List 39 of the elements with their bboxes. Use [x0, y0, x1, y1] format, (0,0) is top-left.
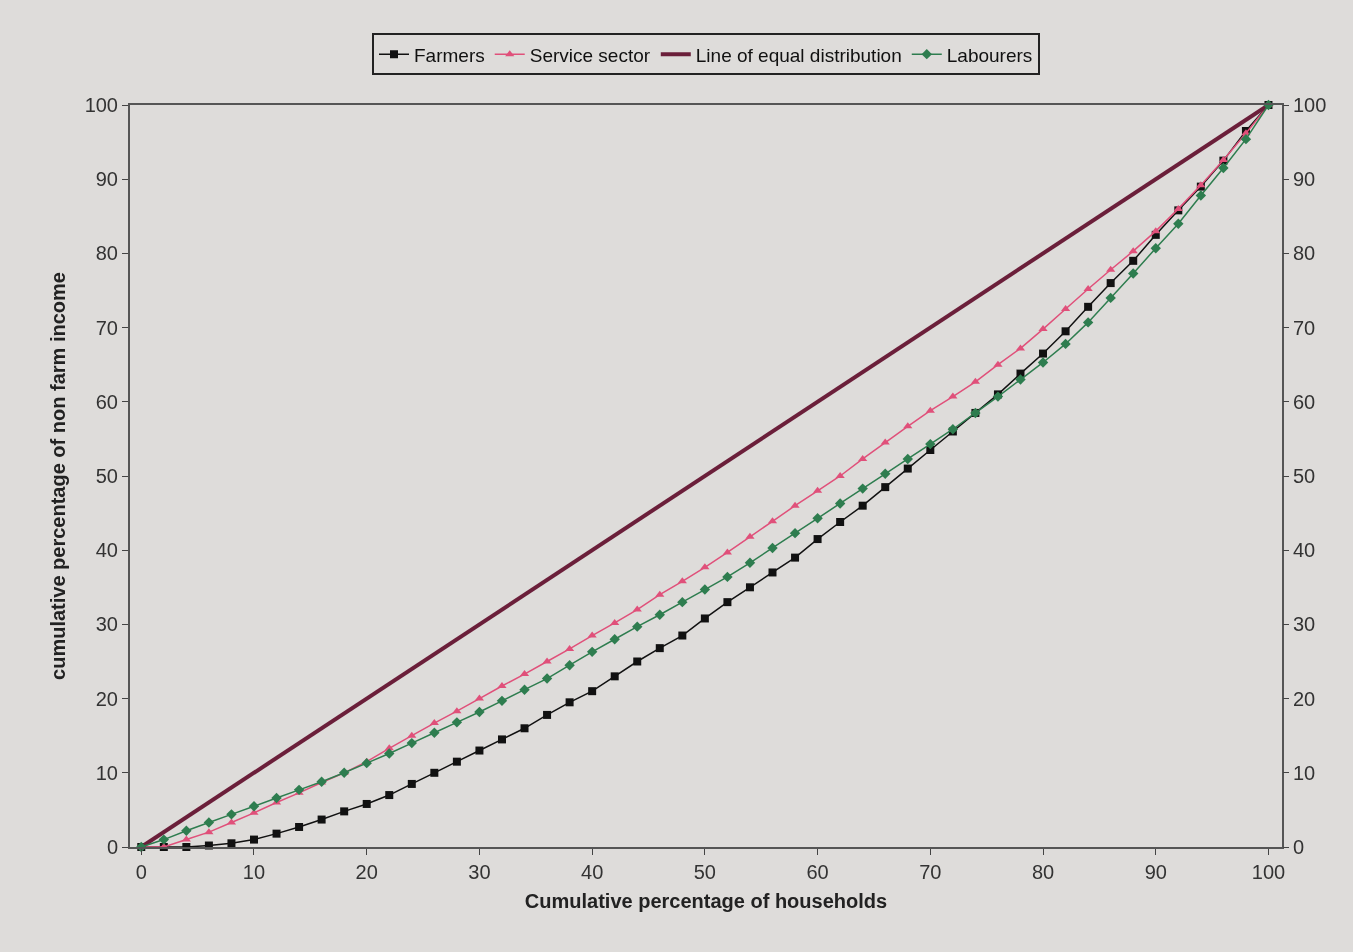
y2-tick-label: 0 [1293, 836, 1305, 858]
y-tick-label: 40 [95, 539, 118, 562]
x-tick-label: 0 [135, 861, 147, 883]
y-tick-label: 30 [95, 613, 118, 636]
x-tick-label: 20 [355, 861, 378, 883]
x-tick-label: 40 [581, 861, 604, 883]
y-tick-label: 80 [95, 242, 118, 265]
y2-tick-label: 50 [1293, 465, 1316, 487]
legend-label: Line of equal distribution [695, 44, 902, 66]
x-tick-label: 100 [1251, 861, 1286, 883]
legend-label: Service sector [529, 44, 651, 66]
x-tick-label: 10 [242, 861, 266, 883]
y2-tick-label: 70 [1293, 316, 1316, 339]
y-axis-title: cumulative percentage of non farm income [46, 272, 69, 680]
y2-tick-label: 80 [1293, 242, 1316, 265]
y2-tick-label: 60 [1293, 390, 1316, 413]
y-tick-label: 0 [106, 836, 118, 858]
x-tick-label: 30 [468, 861, 491, 883]
x-axis-title: Cumulative percentage of households [524, 890, 888, 912]
y-tick-label: 100 [84, 94, 118, 116]
x-tick-label: 50 [693, 861, 716, 883]
legend-label: Labourers [946, 44, 1033, 66]
y-tick-label: 90 [95, 168, 118, 191]
y-tick-label: 50 [95, 465, 118, 487]
y2-tick-label: 40 [1293, 539, 1316, 562]
y2-tick-label: 90 [1293, 168, 1316, 191]
y2-tick-label: 100 [1293, 94, 1327, 116]
y2-tick-label: 10 [1293, 761, 1316, 784]
y2-tick-label: 20 [1293, 687, 1316, 710]
x-tick-label: 70 [919, 861, 942, 883]
y-tick-label: 20 [95, 687, 118, 710]
legend-label: Farmers [414, 44, 485, 66]
y-tick-label: 70 [95, 316, 118, 339]
y-tick-label: 60 [95, 390, 118, 413]
y2-tick-label: 30 [1293, 613, 1316, 636]
x-tick-label: 80 [1031, 861, 1055, 883]
y-tick-label: 10 [95, 761, 118, 784]
x-tick-label: 90 [1144, 861, 1167, 883]
x-tick-label: 60 [806, 861, 829, 883]
